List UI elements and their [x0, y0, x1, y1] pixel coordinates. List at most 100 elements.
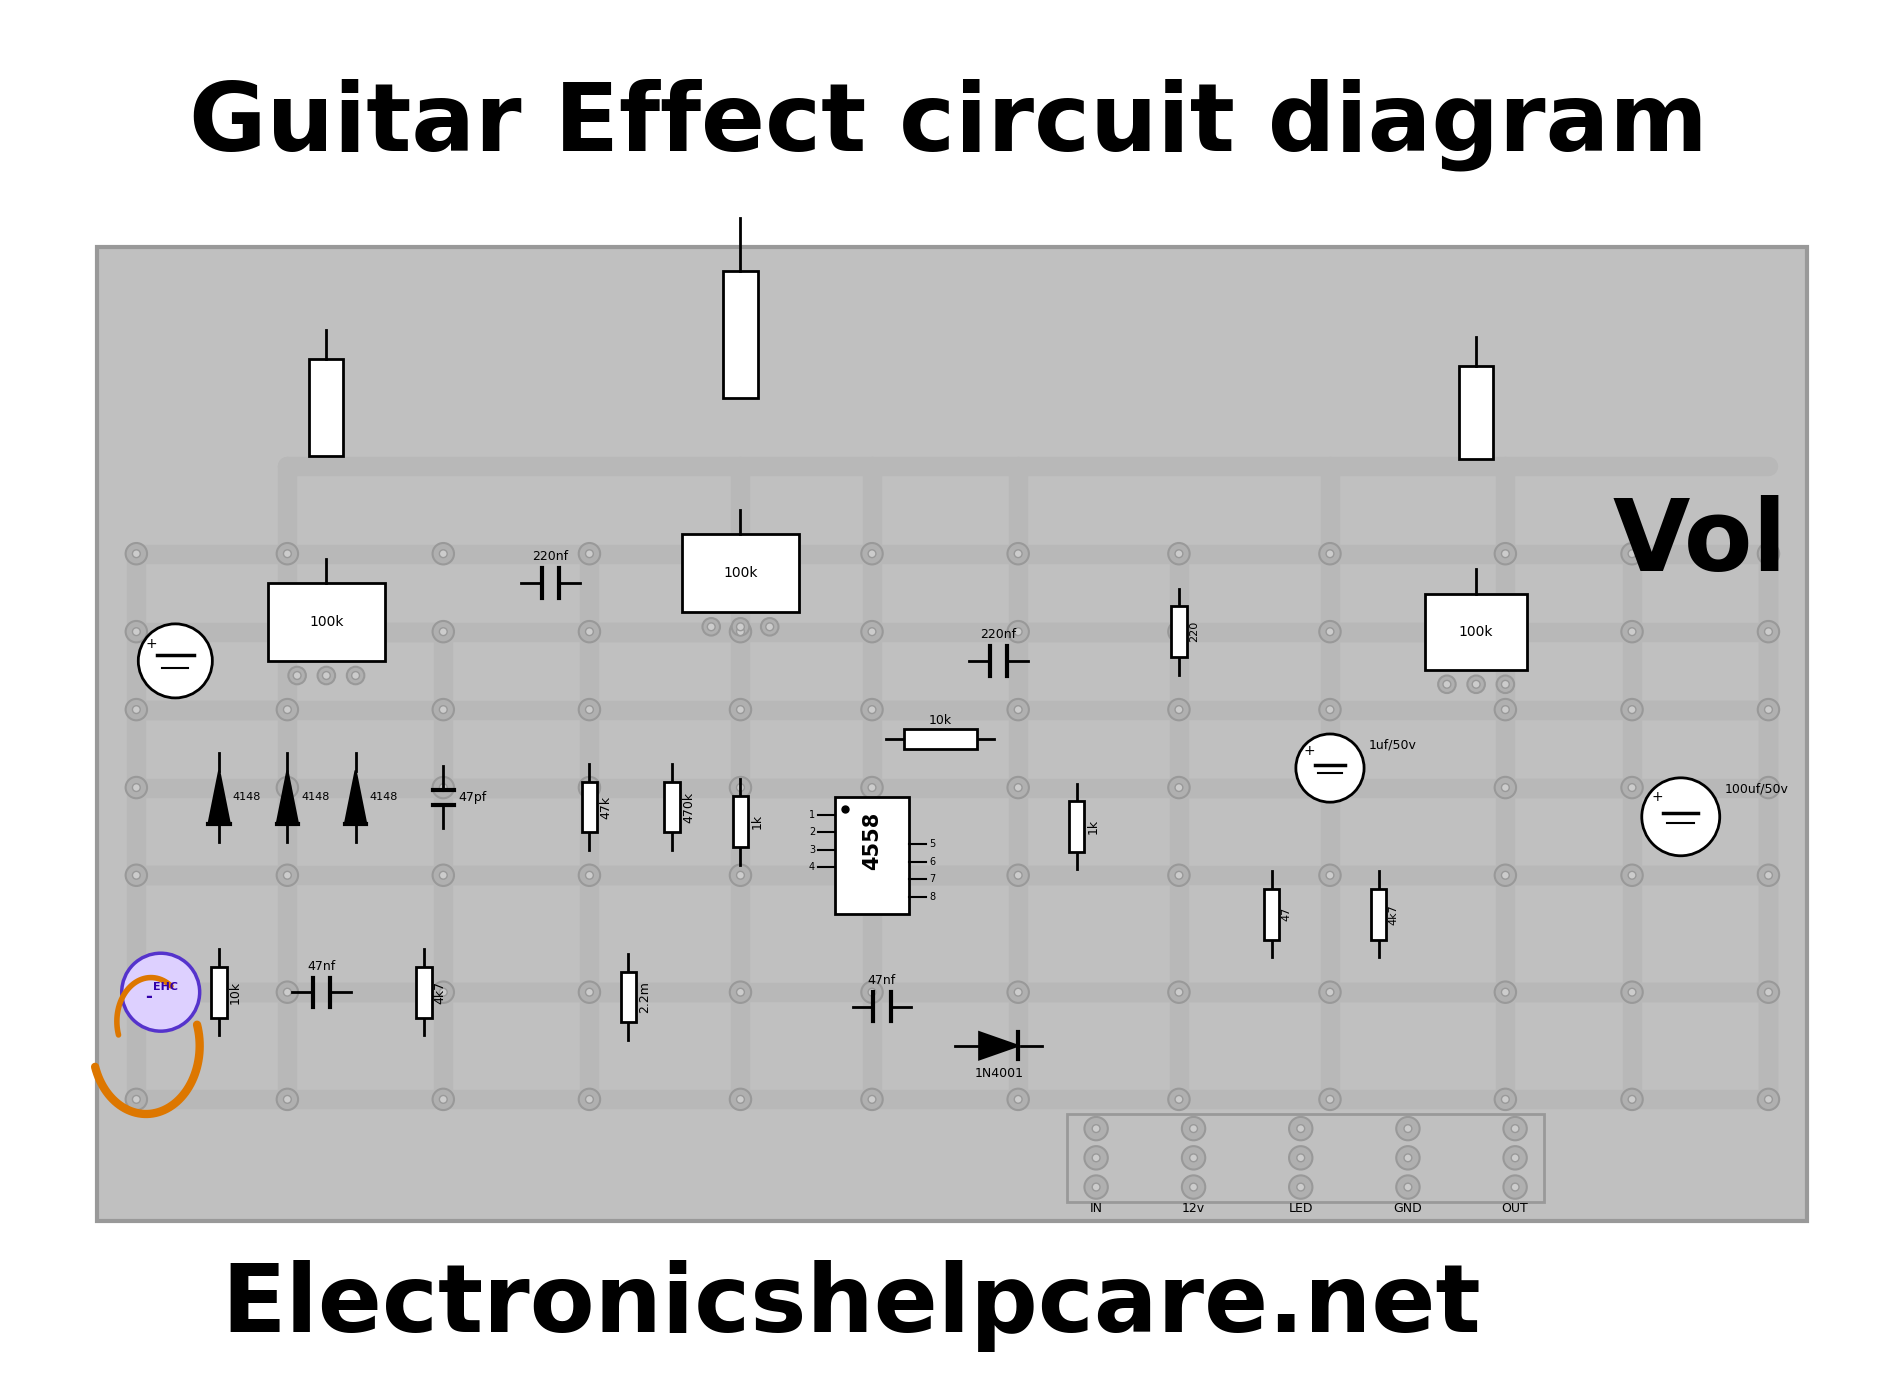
Bar [309, 359, 343, 456]
Circle shape [1085, 1176, 1108, 1198]
Circle shape [1495, 621, 1516, 642]
Circle shape [1404, 1125, 1411, 1133]
Circle shape [1318, 1088, 1341, 1111]
Circle shape [869, 988, 876, 997]
Circle shape [1015, 784, 1022, 791]
Text: 220nf: 220nf [981, 628, 1017, 641]
Circle shape [579, 699, 599, 720]
Text: 220: 220 [1189, 621, 1199, 642]
Circle shape [1298, 1183, 1305, 1191]
Circle shape [1764, 784, 1772, 791]
Bar [97, 247, 1808, 1222]
Text: LED: LED [1288, 1202, 1313, 1215]
Circle shape [586, 784, 594, 791]
Circle shape [586, 1095, 594, 1104]
Circle shape [125, 621, 148, 642]
Circle shape [347, 667, 364, 684]
Circle shape [1007, 621, 1028, 642]
Circle shape [1628, 628, 1635, 635]
Circle shape [125, 699, 148, 720]
Circle shape [1174, 784, 1184, 791]
Circle shape [1495, 543, 1516, 564]
Circle shape [1015, 550, 1022, 557]
Circle shape [277, 621, 298, 642]
Circle shape [1641, 778, 1721, 856]
Circle shape [1085, 1118, 1108, 1140]
Circle shape [730, 1088, 751, 1111]
Text: 7: 7 [930, 874, 935, 884]
Circle shape [440, 784, 448, 791]
Circle shape [322, 671, 330, 680]
Circle shape [1501, 872, 1510, 878]
Circle shape [579, 621, 599, 642]
Circle shape [736, 623, 744, 631]
Polygon shape [979, 1033, 1019, 1059]
Text: +: + [146, 637, 157, 652]
Circle shape [1628, 1095, 1635, 1104]
Circle shape [861, 699, 882, 720]
Circle shape [586, 706, 594, 713]
Circle shape [1326, 1095, 1334, 1104]
Circle shape [1015, 706, 1022, 713]
Bar [582, 781, 598, 833]
Circle shape [1015, 1095, 1022, 1104]
Circle shape [1764, 872, 1772, 878]
Circle shape [1290, 1118, 1313, 1140]
Text: 220nf: 220nf [533, 550, 569, 563]
Text: 1k: 1k [749, 815, 763, 830]
Circle shape [440, 628, 448, 635]
Circle shape [1501, 550, 1510, 557]
Circle shape [283, 550, 292, 557]
Circle shape [433, 981, 453, 1004]
Circle shape [1093, 1183, 1100, 1191]
Bar [835, 798, 909, 915]
Circle shape [283, 628, 292, 635]
Circle shape [133, 988, 140, 997]
Circle shape [1764, 988, 1772, 997]
Circle shape [1189, 1154, 1197, 1162]
Circle shape [861, 1088, 882, 1111]
Text: 3: 3 [808, 845, 816, 855]
Circle shape [1326, 988, 1334, 997]
Circle shape [125, 1088, 148, 1111]
Circle shape [133, 706, 140, 713]
Circle shape [277, 777, 298, 798]
Circle shape [1326, 550, 1334, 557]
Text: 2: 2 [808, 827, 816, 837]
Text: 1: 1 [808, 810, 816, 820]
Circle shape [586, 628, 594, 635]
Text: 12v: 12v [1182, 1202, 1205, 1215]
Bar [267, 582, 385, 660]
Circle shape [1169, 699, 1189, 720]
Circle shape [1015, 872, 1022, 878]
Circle shape [869, 784, 876, 791]
Circle shape [133, 550, 140, 557]
Bar [1263, 888, 1279, 940]
Circle shape [1169, 981, 1189, 1004]
Circle shape [283, 784, 292, 791]
Circle shape [277, 699, 298, 720]
Circle shape [1495, 1088, 1516, 1111]
Circle shape [1622, 1088, 1643, 1111]
Text: 1uf/50v: 1uf/50v [1370, 739, 1417, 752]
Circle shape [433, 1088, 453, 1111]
Circle shape [1759, 699, 1779, 720]
Text: 47nf: 47nf [867, 974, 895, 987]
Circle shape [1007, 865, 1028, 885]
Circle shape [736, 706, 744, 713]
Circle shape [1628, 550, 1635, 557]
Circle shape [1497, 676, 1514, 694]
Circle shape [586, 988, 594, 997]
Circle shape [1759, 1088, 1779, 1111]
Circle shape [1512, 1183, 1519, 1191]
Circle shape [433, 621, 453, 642]
Circle shape [1318, 981, 1341, 1004]
Circle shape [861, 865, 882, 885]
Circle shape [702, 619, 721, 635]
Text: 47nf: 47nf [307, 959, 336, 973]
Circle shape [1501, 988, 1510, 997]
Circle shape [1015, 628, 1022, 635]
Bar [1066, 1113, 1544, 1202]
Circle shape [1622, 621, 1643, 642]
Text: +: + [1652, 791, 1664, 805]
